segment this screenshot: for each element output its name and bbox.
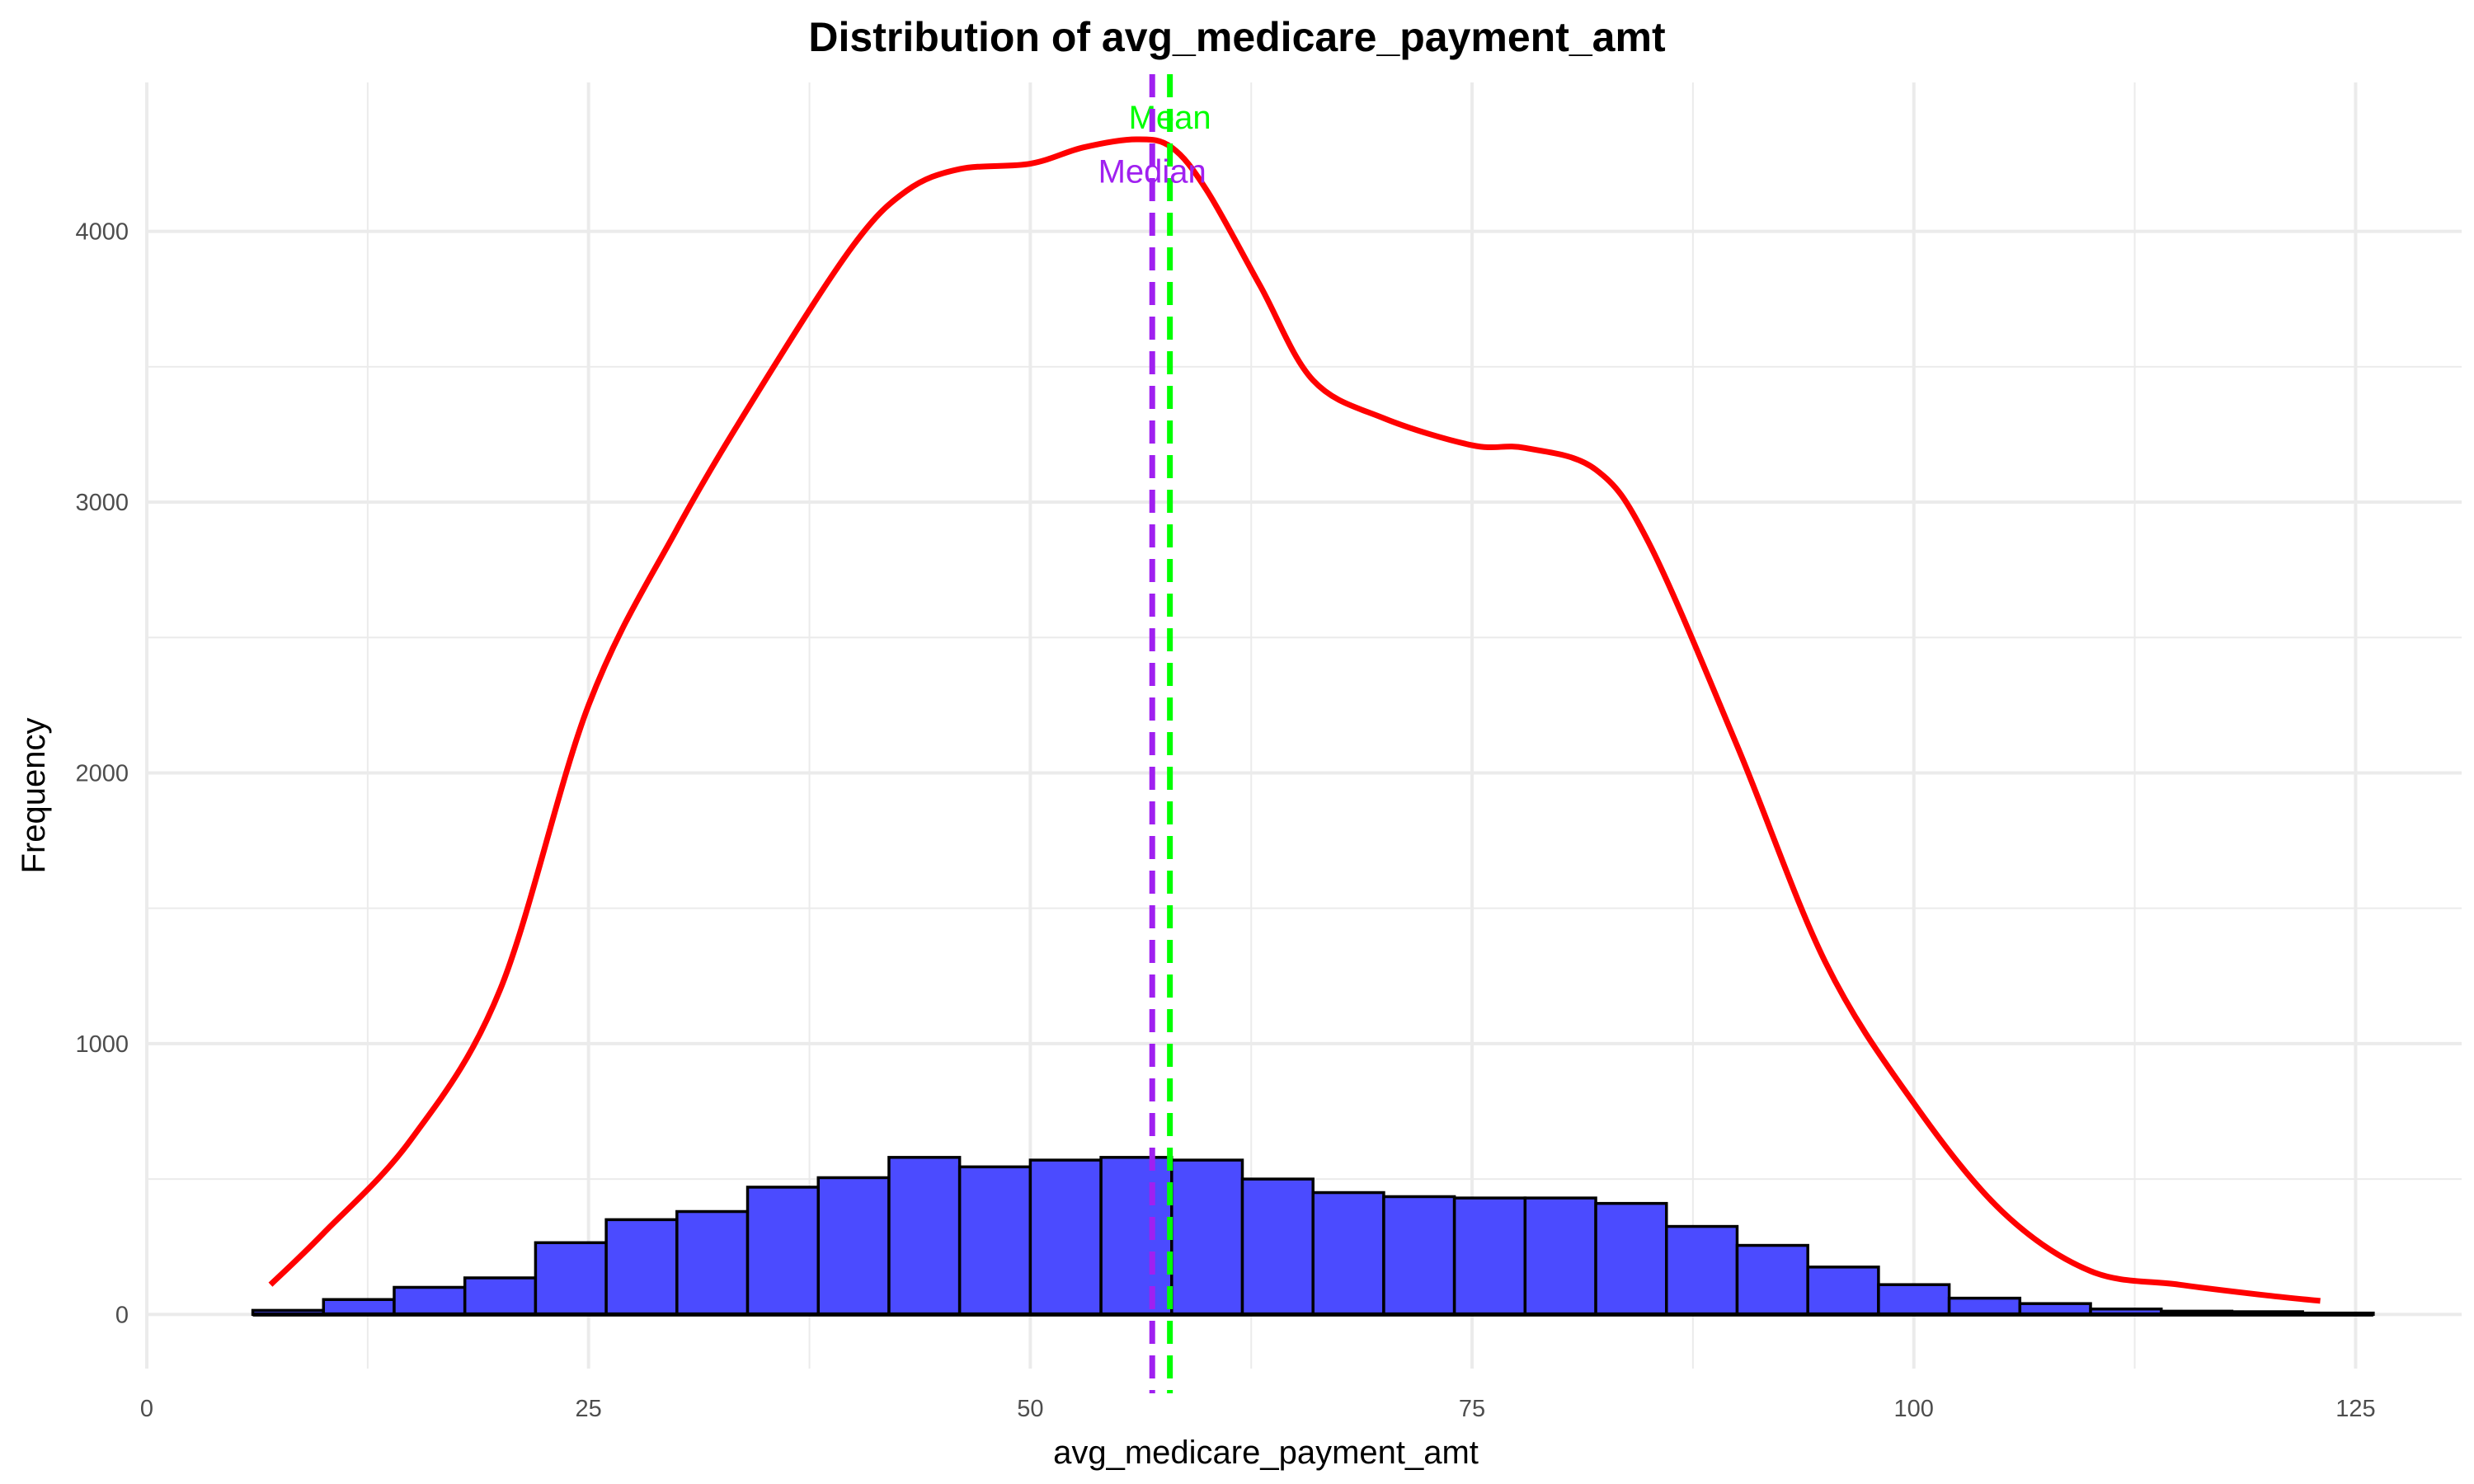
histogram-bar [1170, 1158, 1244, 1317]
chart-title: Distribution of avg_medicare_payment_amt [808, 14, 1666, 60]
y-tick-label: 1000 [75, 1031, 129, 1058]
histogram-bar [745, 1186, 820, 1317]
histogram-bar [957, 1165, 1032, 1317]
x-axis-label: avg_medicare_payment_amt [1053, 1435, 1479, 1471]
y-tick-label: 3000 [75, 490, 129, 516]
median-label: Median [1098, 154, 1206, 190]
histogram-bar [1452, 1196, 1527, 1317]
histogram-bar [675, 1209, 750, 1317]
histogram-bar [1028, 1158, 1103, 1317]
histogram-bar [1665, 1224, 1739, 1317]
mean-label: Mean [1129, 100, 1211, 136]
x-tick-label: 100 [1894, 1396, 1934, 1422]
histogram-bar [1806, 1266, 1880, 1317]
histogram-bar [1240, 1177, 1315, 1317]
y-tick-label: 2000 [75, 760, 129, 787]
x-tick-label: 125 [2335, 1396, 2375, 1422]
y-tick-label: 4000 [75, 219, 129, 246]
histogram-bar [816, 1176, 891, 1317]
histogram-bar [1594, 1201, 1668, 1317]
histogram-bars [251, 1156, 2375, 1317]
reference-lines: Mean Median [1098, 74, 1211, 1393]
x-tick-label: 50 [1017, 1396, 1043, 1422]
histogram-bar [1877, 1283, 1951, 1317]
histogram-bar [1735, 1243, 1809, 1317]
histogram-bar [463, 1276, 538, 1317]
y-axis-label: Frequency [16, 718, 52, 874]
x-tick-label: 0 [140, 1396, 153, 1422]
histogram-bar [1311, 1190, 1385, 1317]
histogram-bar [1382, 1195, 1456, 1317]
x-tick-label: 75 [1459, 1396, 1485, 1422]
histogram-bar [393, 1285, 467, 1317]
histogram-bar [322, 1298, 396, 1317]
histogram-bar [534, 1241, 608, 1317]
density-curve [268, 136, 2321, 1304]
tick-labels: 0 25 50 75 100 125 0 1000 2000 3000 4000 [75, 219, 2375, 1422]
histogram-bar [1099, 1156, 1174, 1317]
y-tick-label: 0 [115, 1302, 129, 1328]
x-tick-label: 25 [576, 1396, 602, 1422]
histogram-bar [1947, 1296, 2022, 1317]
histogram-bar [1523, 1196, 1597, 1317]
grid [145, 82, 2462, 1369]
histogram-bar [887, 1156, 962, 1317]
histogram-bar [604, 1218, 679, 1317]
density-line [268, 136, 2321, 1304]
